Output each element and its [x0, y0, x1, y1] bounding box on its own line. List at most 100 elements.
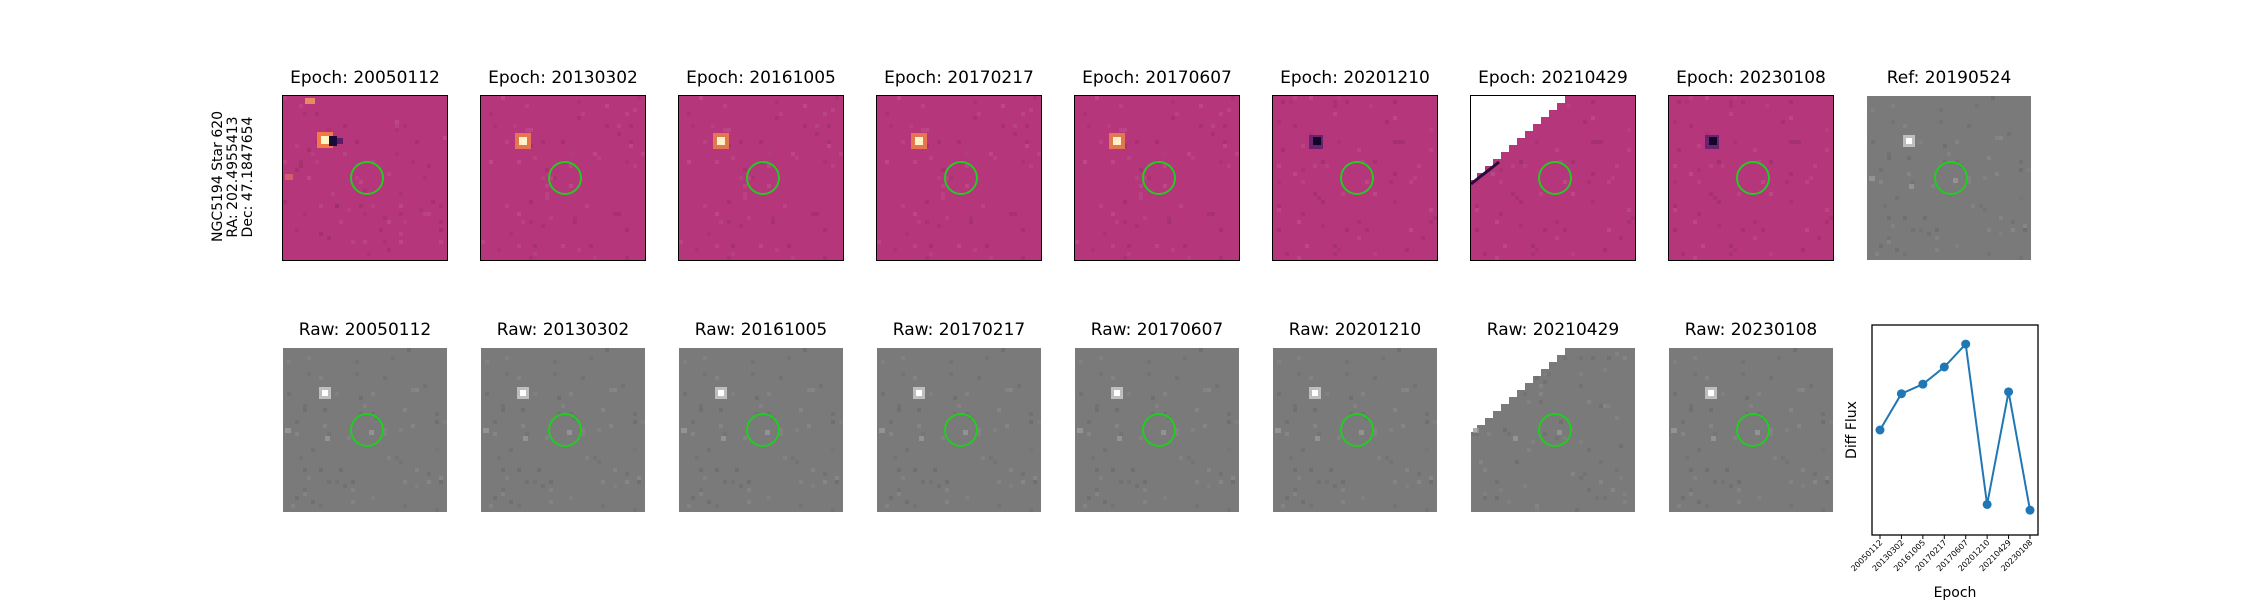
data-point [1961, 339, 1971, 349]
stamp-noise [877, 96, 1041, 260]
source-core [717, 137, 725, 145]
target-circle [944, 413, 978, 447]
stamp-background [1669, 348, 1833, 512]
diff-stamp [480, 95, 646, 261]
raw-title: Raw: 20050112 [298, 320, 432, 340]
diff-title: Epoch: 20230108 [1676, 68, 1826, 88]
target-info: NGC5194 Star 620 RA: 202.4955413 Dec: 47… [210, 111, 256, 242]
raw-title: Raw: 20170217 [892, 320, 1026, 340]
masked-region [1471, 96, 1565, 187]
stamp-noise [1075, 96, 1239, 260]
target-circle [944, 161, 978, 195]
source-core [916, 390, 922, 396]
stamp-background [1075, 96, 1239, 260]
raw-title: Raw: 20130302 [496, 320, 630, 340]
stamp-noise [1277, 348, 1437, 512]
mask-edge-artifact [1471, 160, 1500, 186]
stamp-background [1669, 96, 1833, 260]
source-core [1313, 137, 1321, 145]
target-circle [1736, 161, 1770, 195]
target-ra: RA: 202.4955413 [225, 116, 241, 238]
target-circle [1142, 161, 1176, 195]
stamp-background [1273, 96, 1437, 260]
diff-title: Epoch: 20161005 [686, 68, 836, 88]
target-circle [350, 161, 384, 195]
data-point [2025, 505, 2035, 515]
raw-stamp [480, 347, 646, 513]
raw-stamp [1470, 347, 1636, 513]
source-negative [329, 136, 337, 146]
stamp-noise [1673, 96, 1833, 260]
stamp-background [283, 348, 447, 512]
source-core [1708, 390, 1714, 396]
stamp-noise [485, 348, 645, 512]
stamp-background [679, 96, 843, 260]
diff-stamp [1074, 95, 1240, 261]
source-core [519, 137, 527, 145]
target-circle [548, 161, 582, 195]
source-core [1114, 390, 1120, 396]
diff-title: Ref: 20190524 [1886, 68, 2012, 88]
data-point [1918, 379, 1928, 389]
raw-stamp [1668, 347, 1834, 513]
stamp-background [481, 348, 645, 512]
raw-stamp [876, 347, 1042, 513]
diff-title: Epoch: 20170217 [884, 68, 1034, 88]
target-circle [1340, 413, 1374, 447]
raw-title: Raw: 20161005 [694, 320, 828, 340]
source-core [322, 390, 328, 396]
source-core [1709, 137, 1717, 145]
stamp-noise [679, 96, 843, 260]
stamp-background [1273, 348, 1437, 512]
target-dec: Dec: 47.1847654 [240, 116, 256, 238]
diff-stamp [1470, 95, 1636, 261]
raw-stamp [1272, 347, 1438, 513]
target-name: NGC5194 Star 620 [210, 110, 226, 242]
target-circle [1142, 413, 1176, 447]
source-core [1906, 138, 1912, 144]
diff-stamp [1272, 95, 1438, 261]
raw-title: Raw: 20210429 [1486, 320, 1620, 340]
stamp-noise [1277, 96, 1437, 260]
target-circle [746, 161, 780, 195]
source-core [520, 390, 526, 396]
y-axis-label: Diff Flux [1844, 401, 1860, 459]
target-circle [350, 413, 384, 447]
target-circle [1538, 413, 1572, 447]
data-point [1982, 499, 1992, 509]
stamp-noise [481, 96, 645, 260]
source-core [718, 390, 724, 396]
diff-stamp [282, 95, 448, 261]
stamp-background [679, 348, 843, 512]
stamp-background [877, 348, 1041, 512]
diff-stamp [1866, 95, 2032, 261]
target-circle [1340, 161, 1374, 195]
data-point [1896, 389, 1906, 399]
source-core [1113, 137, 1121, 145]
plot-frame [1871, 324, 2039, 536]
stamp-background [481, 96, 645, 260]
source-core [1312, 390, 1318, 396]
stamp-noise [881, 348, 1041, 512]
data-point [1875, 425, 1885, 435]
target-circle [746, 413, 780, 447]
raw-stamp [1074, 347, 1240, 513]
target-circle [1934, 161, 1968, 195]
diff-stamp [876, 95, 1042, 261]
stamp-background [877, 96, 1041, 260]
raw-title: Raw: 20230108 [1684, 320, 1818, 340]
masked-region [1471, 348, 1565, 439]
stamp-background [283, 96, 447, 260]
stamp-noise [283, 96, 447, 256]
diff-title: Epoch: 20050112 [290, 68, 440, 88]
diff-title: Epoch: 20130302 [488, 68, 638, 88]
diff-stamp [1668, 95, 1834, 261]
target-circle [1736, 413, 1770, 447]
diff-stamp [678, 95, 844, 261]
data-point [1939, 362, 1949, 372]
light-curve-chart: 2005011220130302201610052017021720170607… [1844, 324, 2039, 600]
raw-stamp [282, 347, 448, 513]
raw-title: Raw: 20201210 [1288, 320, 1422, 340]
data-point [2004, 387, 2014, 397]
diff-title: Epoch: 20201210 [1280, 68, 1430, 88]
